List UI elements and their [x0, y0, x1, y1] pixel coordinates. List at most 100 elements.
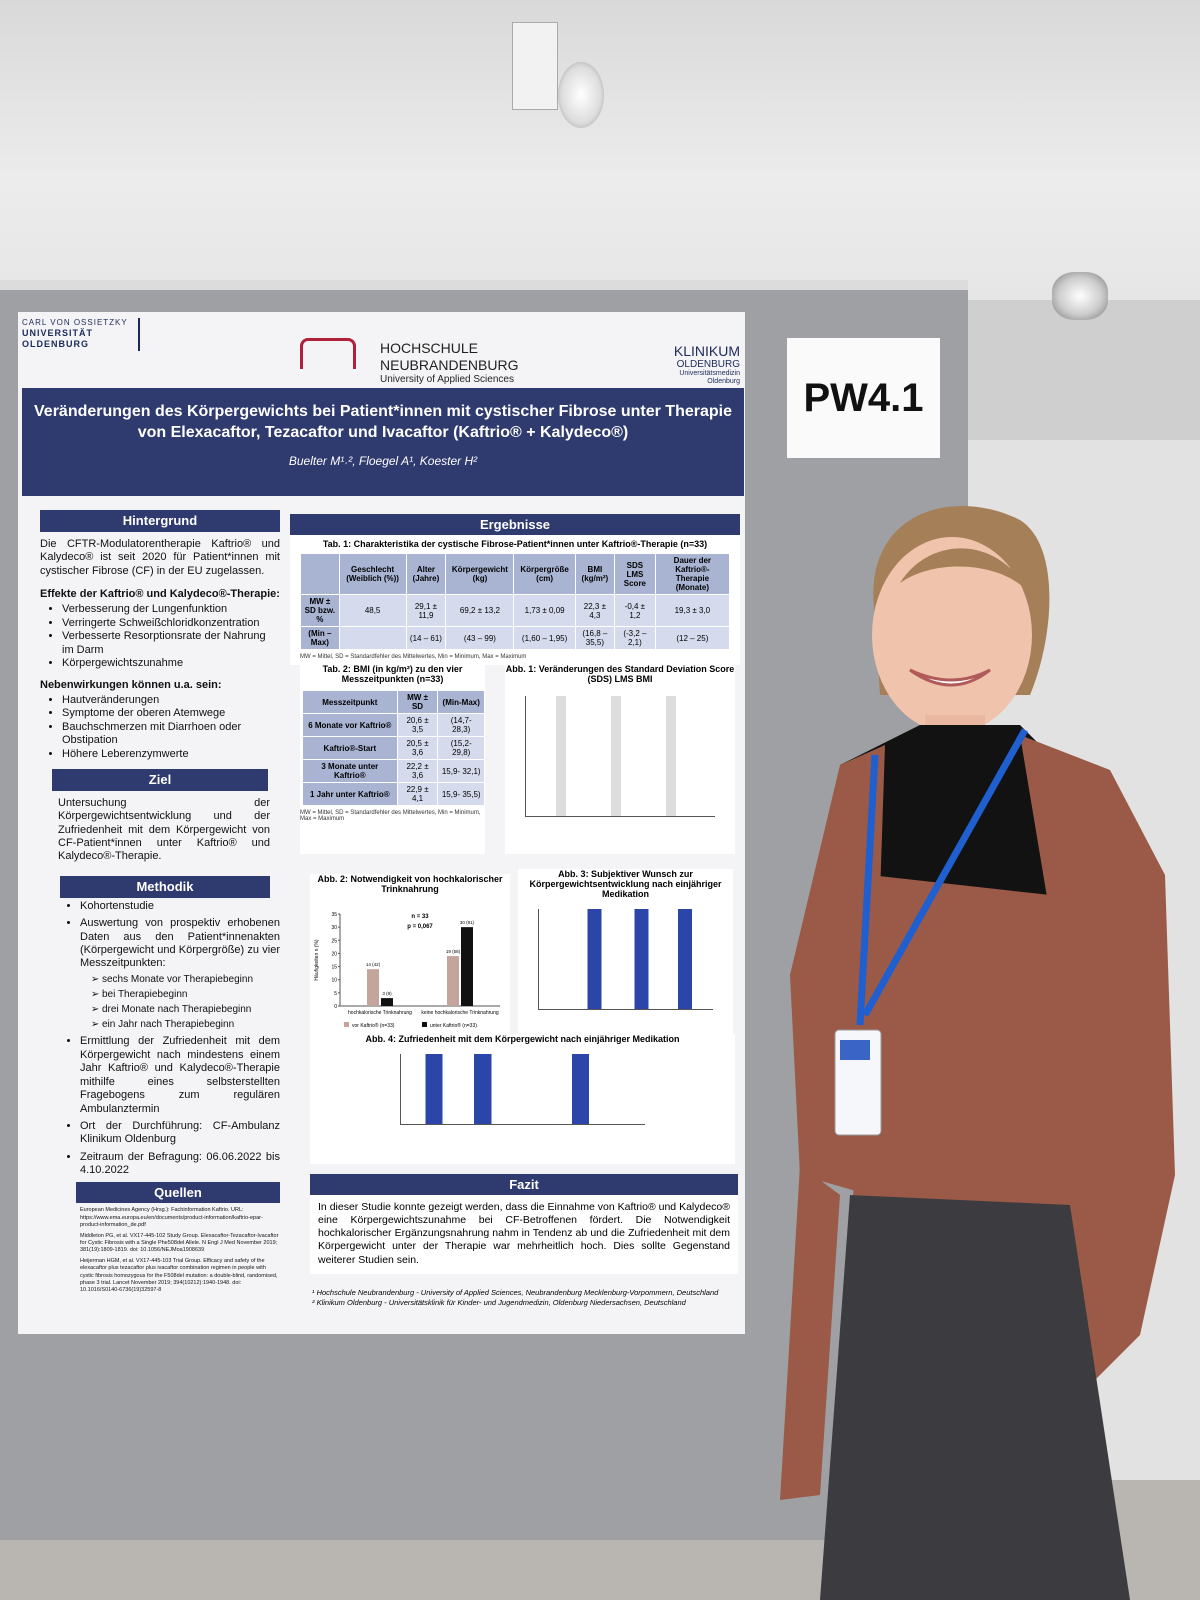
poster-title: Veränderungen des Körpergewichts bei Pat…: [34, 403, 732, 441]
table-header-cell: [300, 553, 340, 595]
table-cell: -0,4 ± 1,2: [614, 594, 656, 627]
reference: Middleton PG, et al. VX17-445-102 Study …: [80, 1232, 279, 1254]
footnote: ² Klinikum Oldenburg - Universitätsklini…: [312, 1297, 686, 1307]
logo-text: NEUBRANDENBURG: [380, 356, 519, 373]
table-2-panel: Tab. 2: BMI (in kg/m²) zu den vier Messz…: [300, 664, 485, 854]
table-cell: 48,5: [338, 594, 407, 627]
legend-swatch: [422, 1022, 427, 1027]
table-row: 1 Jahr unter Kaftrio® 22,9 ± 4,1 15,9- 35,…: [302, 782, 485, 806]
table-cell: 69,2 ± 13,2: [445, 594, 515, 627]
table-header-cell: Alter (Jahre): [405, 553, 447, 595]
list-item: Auswertung von prospektiv erhobenen Date…: [80, 917, 280, 1031]
badge-logo: [840, 1040, 870, 1060]
figure-2-panel: Abb. 2: Notwendigkeit von hochkalorische…: [310, 874, 510, 1064]
poster: CARL VON OSSIETZKY UNIVERSITÄT OLDENBURG…: [18, 312, 745, 1334]
footnotes: ¹ Hochschule Neubrandenburg - University…: [312, 1288, 740, 1308]
table-row: Geschlecht (Weiblich (%)) Alter (Jahre) Kö…: [300, 553, 731, 595]
logo-text: OLDENBURG: [676, 359, 740, 371]
figure-title: Abb. 3: Subjektiver Wunsch zur Körpergew…: [529, 869, 722, 899]
table-cell: 20,5 ± 3,6: [396, 736, 439, 760]
sleeve: [780, 1165, 840, 1500]
legend-swatch: [344, 1022, 349, 1027]
figure-title: Abb. 1: Veränderungen des Standard Devia…: [505, 664, 735, 684]
table-note: MW = Mittel, SD = Standardfehler des Mit…: [300, 810, 481, 822]
table-cell: (12 – 25): [654, 626, 731, 650]
y-tick-label: 20: [331, 951, 337, 957]
table-row: 6 Monate vor Kaftrio® 20,6 ± 3,5 (14,7- 28…: [302, 713, 485, 737]
table: Messzeitpunkt MW ± SD (Min-Max) 6 Monate vo…: [302, 690, 485, 806]
section-heading: Hintergrund: [40, 510, 280, 532]
logo-text: OLDENBURG: [22, 339, 89, 350]
table-title: Tab. 2: BMI (in kg/m²) zu den vier Messz…: [322, 664, 463, 684]
logo-text: UNIVERSITÄT: [22, 328, 94, 338]
boxplot-area: [525, 696, 715, 817]
logo-text: HOCHSCHULE: [380, 340, 479, 356]
list-item: drei Monate nach Therapiebeginn: [102, 1004, 280, 1016]
table-header-cell: SDS LMS Score: [614, 553, 656, 595]
table-row: 3 Monate unter Kaftrio® 22,2 ± 3,6 15,9- 3…: [302, 759, 485, 783]
ceiling: [0, 0, 1200, 300]
spotlight-lamp: [558, 62, 604, 128]
face: [872, 537, 1032, 733]
list-item: sechs Monate vor Therapiebeginn: [102, 974, 280, 986]
bar: [381, 998, 393, 1006]
list-item: bei Therapiebeginn: [102, 989, 280, 1001]
table-cell: MW ± SD bzw. %: [300, 594, 340, 627]
figure-3-panel: Abb. 3: Subjektiver Wunsch zur Körpergew…: [518, 869, 733, 1039]
stacked-bar-area: [538, 909, 713, 1010]
table-header-cell: Geschlecht (Weiblich (%)): [338, 553, 407, 595]
section-heading: Methodik: [60, 875, 270, 898]
figure-1-panel: Abb. 1: Veränderungen des Standard Devia…: [505, 664, 735, 854]
section-heading: Quellen: [76, 1181, 280, 1204]
data-label: 3 (9): [382, 991, 392, 996]
legend-label: unter Kaftrio® (n=33): [430, 1022, 477, 1029]
table-cell: [338, 626, 407, 650]
table-cell: (16,8 – 35,5): [574, 626, 616, 650]
bar: [447, 956, 459, 1006]
logo-text: Oldenburg: [707, 378, 740, 386]
y-tick-label: 25: [331, 938, 337, 944]
section-heading: Fazit: [310, 1174, 738, 1195]
hair: [900, 548, 1030, 595]
bar: [367, 969, 379, 1006]
table-cell: (14,7- 28,3): [437, 713, 485, 737]
list-item: Körpergewichtszunahme: [62, 657, 280, 670]
table-cell: 3 Monate unter Kaftrio®: [302, 759, 398, 783]
table-header-cell: Messzeitpunkt: [302, 690, 398, 714]
sub-list: sechs Monate vor Therapiebeginn bei Thera…: [80, 974, 280, 1032]
table-cell: 1,73 ± 0,09: [513, 594, 576, 627]
cardigan-body: [850, 875, 1055, 1255]
table-row: Messzeitpunkt MW ± SD (Min-Max): [302, 690, 485, 714]
table-title: Tab. 1: Charakteristika der cystische Fi…: [322, 539, 708, 549]
conclusion-panel: Fazit In dieser Studie konnte gezeigt we…: [310, 1174, 738, 1274]
data-label: 19 (58): [446, 949, 461, 954]
logo-text: University of Applied Sciences: [380, 373, 514, 385]
section-heading: Ziel: [52, 768, 268, 791]
table-note: MW = Mittel, SD = Standardfehler des Mit…: [300, 654, 527, 660]
chart: Häufigkeiten n (%) 0 5 10 15 20 25 30 35 n = 33 p …: [312, 912, 500, 1049]
table-cell: 20,6 ± 3,5: [396, 713, 439, 737]
list: HautveränderungenSymptome der oberen Ate…: [40, 694, 280, 761]
list-item: Symptome der oberen Atemwege: [62, 707, 280, 720]
title-band: Veränderungen des Körpergewichts bei Pat…: [22, 388, 744, 496]
logo-text: KLINIKUM: [673, 343, 740, 359]
table-cell: 1 Jahr unter Kaftrio®: [302, 782, 398, 806]
x-tick-label: keine hochkalorische Trinknahrung: [421, 1010, 498, 1016]
table-cell: (43 – 99): [445, 626, 515, 650]
y-axis-label: Häufigkeiten n (%): [314, 939, 320, 980]
table-header-cell: BMI (kg/m²): [574, 553, 616, 595]
results-column: Ergebnisse Tab. 1: Charakteristika der c…: [290, 514, 740, 1336]
bar: [461, 927, 473, 1006]
reference: European Medicines Agency (Hrsg.): Fachi…: [80, 1207, 263, 1228]
paragraph: Untersuchung der Körpergewichtsentwicklu…: [58, 796, 270, 863]
subheading: Effekte der Kaftrio® und Kalydeco®-Thera…: [40, 588, 280, 601]
data-label: 14 (42): [366, 962, 381, 967]
table-cell: 15,9- 35,5): [437, 782, 485, 806]
list: Kohortenstudie Auswertung von prospektiv …: [58, 900, 280, 1178]
table-cell: 22,3 ± 4,3: [574, 594, 616, 627]
table-cell: (14 – 61): [405, 626, 447, 650]
list-item: Hautveränderungen: [62, 694, 280, 707]
table-cell: (1,60 – 1,95): [513, 626, 576, 650]
paragraph: In dieser Studie konnte gezeigt werden, …: [318, 1201, 730, 1266]
legend-label: vor Kaftrio® (n=33): [352, 1022, 395, 1029]
